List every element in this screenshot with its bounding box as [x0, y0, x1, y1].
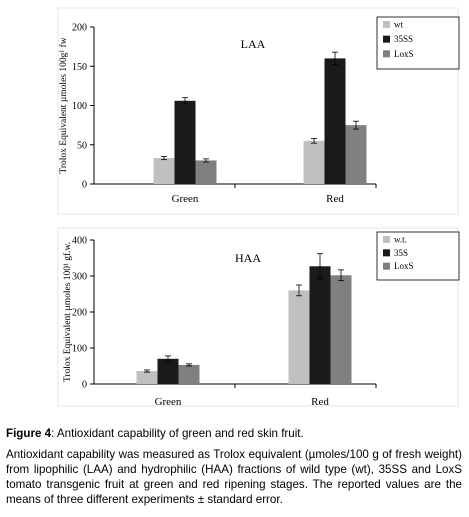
category-label: Red	[326, 193, 344, 205]
bar-35ss-green	[174, 100, 196, 184]
legend-swatch	[383, 262, 390, 270]
bar-loxs-green	[178, 364, 200, 384]
bar-wt-red	[303, 140, 325, 184]
y-tick-label: 300	[72, 272, 87, 283]
y-tick-label: 0	[82, 180, 87, 191]
chart-title: LAA	[241, 37, 266, 51]
y-tick-label: 200	[72, 308, 87, 319]
legend-box	[376, 231, 460, 281]
caption-label: Figure 4	[6, 427, 52, 440]
y-axis-label: Trolox Equivalent µmoles 100¹ gf.w.	[62, 242, 73, 382]
legend: wt 35SS LoxS	[376, 16, 460, 70]
y-axis-label: Trolox Equivalent µmoles 100g¹ fw	[58, 37, 69, 173]
panel-frame	[57, 7, 459, 215]
legend-label: wt	[394, 20, 403, 30]
chart-title: HAA	[235, 251, 261, 265]
category-label: Green	[172, 193, 199, 205]
bar-35ss-red	[324, 58, 346, 184]
y-tick-label: 100	[72, 344, 87, 355]
bar-wt-red	[288, 290, 310, 384]
category-label: Red	[311, 396, 329, 408]
legend-label: LoxS	[394, 49, 414, 59]
legend-label: w.t.	[394, 235, 407, 245]
legend-label: 35S	[394, 248, 408, 258]
panel-frame	[57, 227, 459, 407]
legend-box	[376, 16, 460, 70]
bar-loxs-green	[195, 160, 217, 184]
y-tick-label: 0	[82, 380, 87, 391]
bar-loxs-red	[345, 125, 367, 184]
y-tick-label: 100	[72, 101, 87, 112]
legend-swatch	[383, 236, 390, 243]
y-tick-label: 200	[72, 23, 87, 34]
legend-swatch	[383, 249, 390, 257]
bar-wt-green	[153, 158, 175, 184]
legend-swatch	[383, 21, 390, 28]
y-tick-label: 150	[72, 62, 87, 73]
legend-swatch	[383, 35, 390, 43]
bar-wt-green	[136, 371, 158, 384]
caption-body: Antioxidant capability was measured as T…	[6, 448, 462, 506]
caption-title-text: : Antioxidant capability of green and re…	[51, 427, 304, 440]
legend: w.t. 35S LoxS	[376, 231, 460, 281]
bar-35s-green	[157, 358, 179, 384]
category-label: Green	[155, 396, 182, 408]
y-tick-label: 400	[72, 236, 87, 247]
legend-label: LoxS	[394, 261, 414, 271]
legend-label: 35SS	[394, 34, 413, 44]
figure-caption: Figure 4: Antioxidant capability of gree…	[6, 426, 462, 507]
bar-loxs-red	[330, 275, 352, 384]
legend-swatch	[383, 50, 390, 58]
caption-title: Figure 4: Antioxidant capability of gree…	[6, 426, 462, 441]
bar-35s-red	[309, 266, 331, 384]
y-tick-label: 50	[77, 140, 87, 151]
